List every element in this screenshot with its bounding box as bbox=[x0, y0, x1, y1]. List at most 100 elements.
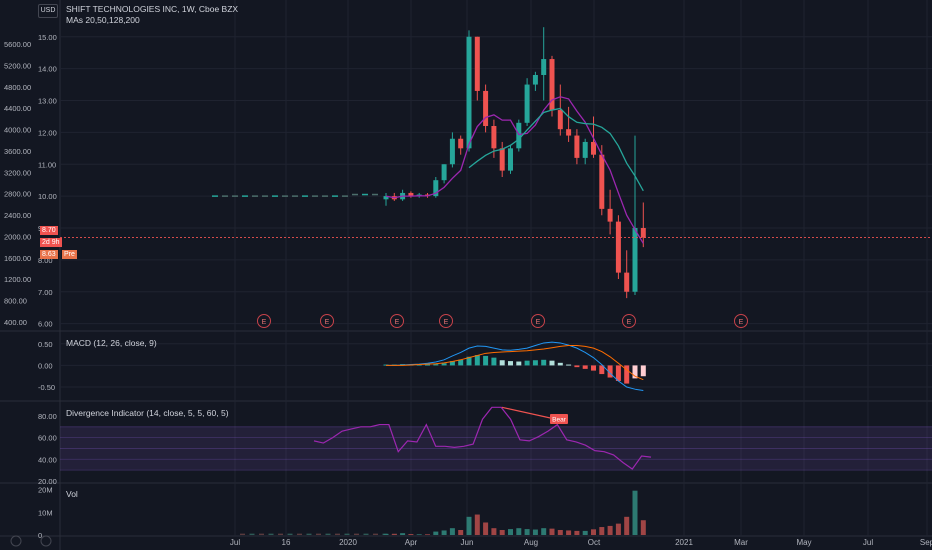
macd-hist-bar-23 bbox=[574, 365, 580, 368]
macd-tick-label: 0.00 bbox=[38, 361, 53, 370]
price-tick-label: 7.00 bbox=[38, 288, 53, 297]
volume-bar-9 bbox=[458, 530, 464, 535]
macd-hist-bar-17 bbox=[524, 360, 530, 366]
countdown-tag: 2d 9h bbox=[40, 238, 62, 247]
bear-marker-label: Bear bbox=[552, 417, 567, 424]
time-tick-label: Jun bbox=[461, 538, 474, 547]
candle-body-29 bbox=[624, 272, 630, 292]
volume-bar-7 bbox=[441, 530, 447, 535]
time-tick-label: Jul bbox=[230, 538, 240, 547]
ma-50-line bbox=[468, 107, 644, 192]
macd-hist-bar-13 bbox=[491, 357, 497, 366]
candle-body-24 bbox=[582, 141, 588, 158]
macd-hist-bar-5 bbox=[425, 364, 430, 366]
earnings-marker bbox=[439, 314, 453, 328]
volume-bar-13 bbox=[491, 528, 497, 535]
current-price-tag: 8.70 bbox=[40, 226, 58, 235]
time-tick-label: Mar bbox=[734, 538, 748, 547]
candle-body-30 bbox=[632, 228, 638, 292]
macd-hist-bar-18 bbox=[532, 360, 538, 366]
volume-bar-30 bbox=[632, 490, 638, 535]
candle-body-7 bbox=[441, 164, 447, 181]
volume-bar-6 bbox=[433, 531, 439, 535]
divergence-line bbox=[313, 406, 652, 470]
candle-body-13 bbox=[491, 126, 497, 149]
pre-volume-bar-12 bbox=[354, 533, 359, 535]
price-tick-label: 11.00 bbox=[38, 160, 56, 169]
price-tick-label: 12.00 bbox=[38, 128, 57, 137]
time-tick-label: Aug bbox=[524, 538, 538, 547]
price-tick-label: 13.00 bbox=[38, 97, 57, 106]
price-tick-label: 8.00 bbox=[38, 256, 53, 265]
volume-bar-26 bbox=[599, 527, 605, 535]
pre-volume-bar-10 bbox=[335, 533, 340, 535]
macd-hist-bar-8 bbox=[449, 361, 455, 366]
candle-body-28 bbox=[615, 221, 621, 273]
macd-legend[interactable]: MACD (12, 26, close, 9) bbox=[66, 338, 157, 348]
candle-body-19 bbox=[541, 59, 547, 75]
candle-body-15 bbox=[508, 148, 513, 171]
earnings-marker bbox=[320, 314, 334, 328]
left-scale-label: 800.00 bbox=[4, 297, 27, 306]
pre-price-tag: 8.63 bbox=[40, 250, 58, 259]
volume-bar-5 bbox=[425, 534, 430, 535]
volume-bar-31 bbox=[640, 520, 646, 535]
macd-hist-bar-15 bbox=[508, 361, 513, 366]
candle-body-6 bbox=[433, 180, 439, 197]
left-scale-label: 2000.00 bbox=[4, 232, 31, 241]
divergence-tick-label: 20.00 bbox=[38, 477, 57, 486]
macd-line bbox=[386, 341, 644, 391]
volume-bar-19 bbox=[541, 528, 547, 535]
pre-volume-bar-1 bbox=[249, 533, 255, 535]
pre-volume-bar-7 bbox=[306, 533, 312, 535]
volume-tick-label: 0 bbox=[38, 531, 42, 540]
macd-hist-bar-14 bbox=[499, 360, 505, 366]
macd-hist-bar-19 bbox=[541, 359, 547, 366]
pre-volume-bar-0 bbox=[240, 533, 245, 535]
left-scale-label: 2400.00 bbox=[4, 211, 31, 220]
candle-body-21 bbox=[557, 110, 563, 130]
pre-volume-bar-14 bbox=[373, 533, 378, 535]
time-tick-label: 2021 bbox=[675, 538, 693, 547]
macd-hist-bar-16 bbox=[516, 361, 522, 366]
volume-bar-4 bbox=[416, 534, 422, 535]
time-tick-label: 16 bbox=[282, 538, 291, 547]
left-scale-label: 3200.00 bbox=[4, 168, 31, 177]
macd-hist-bar-30 bbox=[632, 365, 638, 379]
candle-body-31 bbox=[640, 228, 646, 238]
macd-tick-label: 0.50 bbox=[38, 340, 53, 349]
volume-bar-23 bbox=[574, 530, 580, 535]
earnings-marker bbox=[531, 314, 545, 328]
left-scale-label: 2800.00 bbox=[4, 190, 31, 199]
pre-volume-bar-9 bbox=[325, 533, 331, 535]
price-tick-label: 14.00 bbox=[38, 65, 57, 74]
macd-hist-bar-28 bbox=[615, 365, 621, 381]
volume-bar-10 bbox=[466, 516, 472, 535]
macd-hist-bar-20 bbox=[549, 360, 555, 366]
currency-badge[interactable]: USD bbox=[38, 4, 58, 18]
divergence-tick-label: 40.00 bbox=[38, 455, 57, 464]
divergence-legend[interactable]: Divergence Indicator (14, close, 5, 5, 6… bbox=[66, 408, 229, 418]
ma-20-line bbox=[385, 96, 644, 244]
candle-body-26 bbox=[599, 154, 605, 209]
bear-marker-box bbox=[550, 414, 568, 424]
volume-legend[interactable]: Vol bbox=[66, 489, 78, 499]
volume-bar-16 bbox=[516, 528, 522, 535]
volume-tick-label: 10M bbox=[38, 508, 53, 517]
earnings-marker bbox=[257, 314, 271, 328]
volume-tick-label: 20M bbox=[38, 486, 53, 495]
macd-hist-bar-6 bbox=[433, 364, 439, 366]
volume-bar-2 bbox=[400, 533, 406, 535]
volume-bar-25 bbox=[591, 529, 596, 535]
candle-body-8 bbox=[449, 138, 455, 165]
volume-bar-17 bbox=[524, 529, 530, 535]
volume-bar-20 bbox=[549, 528, 555, 535]
pre-volume-bar-8 bbox=[316, 533, 321, 535]
time-tick-label: Oct bbox=[588, 538, 601, 547]
volume-bar-24 bbox=[582, 530, 588, 535]
ma-legend[interactable]: MAs 20,50,128,200 bbox=[66, 15, 140, 25]
divergence-tick-label: 60.00 bbox=[38, 434, 57, 443]
candle-body-12 bbox=[483, 90, 489, 126]
